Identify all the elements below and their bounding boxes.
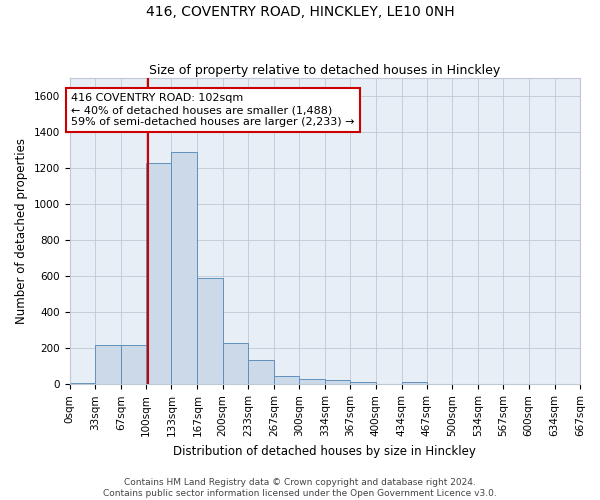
- Text: 416 COVENTRY ROAD: 102sqm
← 40% of detached houses are smaller (1,488)
59% of se: 416 COVENTRY ROAD: 102sqm ← 40% of detac…: [71, 94, 355, 126]
- Y-axis label: Number of detached properties: Number of detached properties: [15, 138, 28, 324]
- Title: Size of property relative to detached houses in Hinckley: Size of property relative to detached ho…: [149, 64, 500, 77]
- Bar: [197, 278, 223, 384]
- Text: Contains HM Land Registry data © Crown copyright and database right 2024.
Contai: Contains HM Land Registry data © Crown c…: [103, 478, 497, 498]
- Bar: [172, 152, 197, 384]
- Bar: [299, 379, 325, 384]
- Bar: [223, 343, 248, 384]
- Text: 416, COVENTRY ROAD, HINCKLEY, LE10 0NH: 416, COVENTRY ROAD, HINCKLEY, LE10 0NH: [146, 5, 454, 19]
- Bar: [350, 382, 376, 384]
- Bar: [121, 344, 146, 385]
- Bar: [401, 382, 427, 384]
- Bar: [95, 344, 121, 385]
- X-axis label: Distribution of detached houses by size in Hinckley: Distribution of detached houses by size …: [173, 444, 476, 458]
- Bar: [70, 382, 95, 384]
- Bar: [325, 380, 350, 384]
- Bar: [248, 360, 274, 384]
- Bar: [146, 163, 172, 384]
- Bar: [274, 376, 299, 384]
